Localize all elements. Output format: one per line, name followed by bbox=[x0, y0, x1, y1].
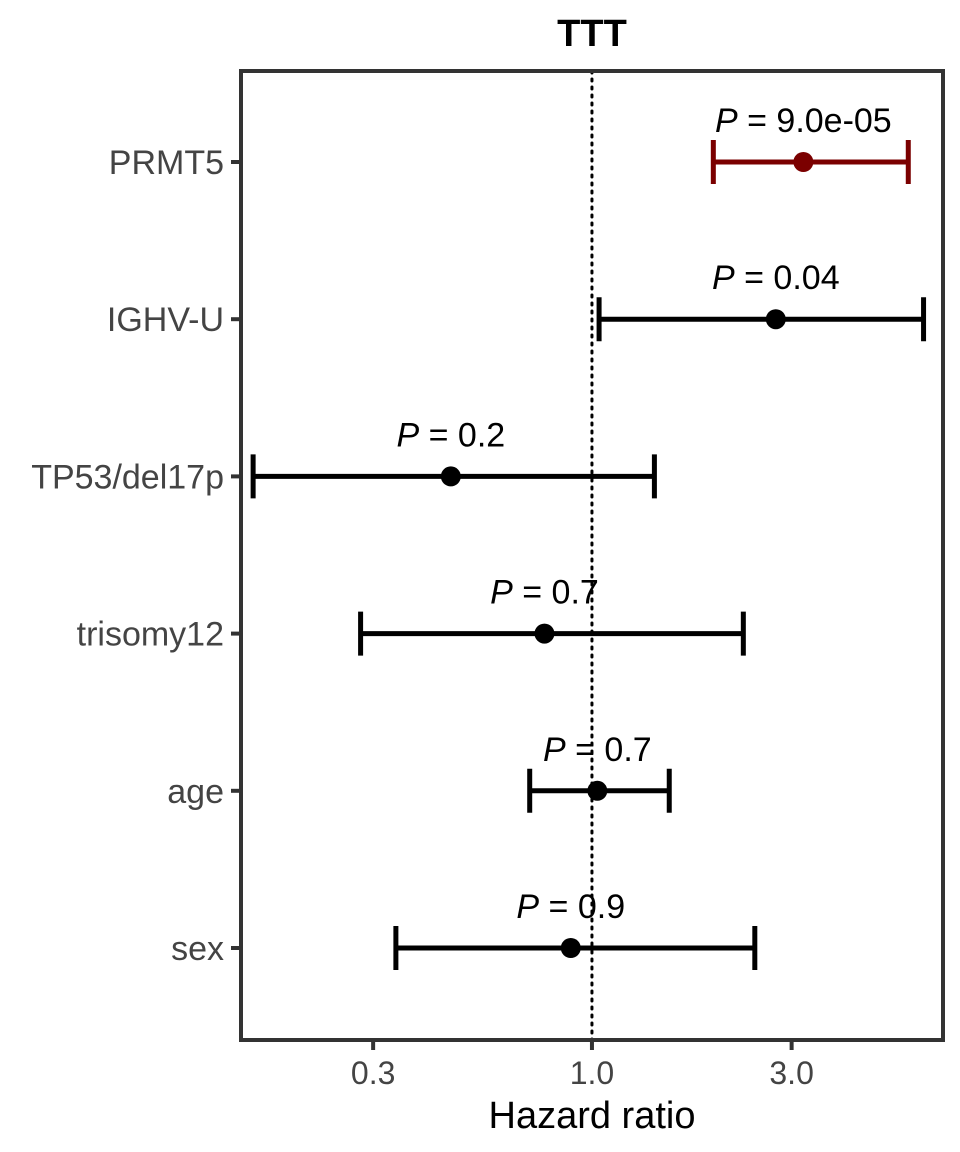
p-value-text: = 0.7 bbox=[513, 574, 599, 612]
forest-row: P = 0.7 bbox=[358, 574, 746, 656]
forest-row: P = 0.04 bbox=[596, 259, 927, 342]
y-tick-label: TP53/del17p bbox=[31, 458, 224, 496]
y-tick-label: trisomy12 bbox=[77, 616, 224, 654]
p-value-prefix: P bbox=[516, 888, 539, 926]
forest-row: P = 0.2 bbox=[250, 416, 657, 499]
x-tick-label: 1.0 bbox=[570, 1055, 614, 1091]
hazard-ratio-point bbox=[765, 309, 786, 330]
p-value-label: P = 0.7 bbox=[543, 731, 652, 769]
plot-area: P = 9.0e-05P = 0.04P = 0.2P = 0.7P = 0.7… bbox=[250, 69, 927, 1042]
x-tick-label: 3.0 bbox=[769, 1055, 813, 1091]
p-value-label: P = 9.0e-05 bbox=[715, 102, 892, 140]
p-value-label: P = 0.7 bbox=[490, 574, 599, 612]
y-tick-label: sex bbox=[171, 930, 224, 968]
p-value-label: P = 0.9 bbox=[516, 888, 625, 926]
y-tick-label: IGHV-U bbox=[107, 301, 224, 339]
hazard-ratio-point bbox=[793, 152, 814, 172]
p-value-text: = 0.7 bbox=[566, 731, 652, 769]
y-tick-label: age bbox=[167, 773, 224, 811]
forest-row: P = 0.7 bbox=[527, 731, 672, 813]
x-axis-label: Hazard ratio bbox=[489, 1095, 696, 1137]
p-value-prefix: P bbox=[712, 259, 735, 297]
p-value-prefix: P bbox=[715, 102, 738, 140]
hazard-ratio-point bbox=[534, 623, 555, 644]
x-tick-label: 0.3 bbox=[351, 1055, 395, 1091]
hazard-ratio-point bbox=[440, 466, 461, 487]
hazard-ratio-point bbox=[587, 780, 608, 801]
p-value-text: = 0.04 bbox=[735, 259, 840, 297]
forest-row: P = 0.9 bbox=[393, 888, 758, 970]
forest-row: P = 9.0e-05 bbox=[710, 102, 911, 184]
hazard-ratio-point bbox=[560, 938, 581, 958]
p-value-text: = 9.0e-05 bbox=[738, 102, 892, 140]
p-value-text: = 0.9 bbox=[539, 888, 625, 926]
p-value-prefix: P bbox=[543, 731, 566, 769]
p-value-label: P = 0.2 bbox=[396, 416, 505, 454]
p-value-label: P = 0.04 bbox=[712, 259, 840, 297]
y-tick-label: PRMT5 bbox=[109, 144, 224, 182]
p-value-prefix: P bbox=[396, 416, 419, 454]
p-value-prefix: P bbox=[490, 574, 513, 612]
chart-title: TTT bbox=[557, 13, 627, 55]
p-value-text: = 0.2 bbox=[419, 416, 505, 454]
